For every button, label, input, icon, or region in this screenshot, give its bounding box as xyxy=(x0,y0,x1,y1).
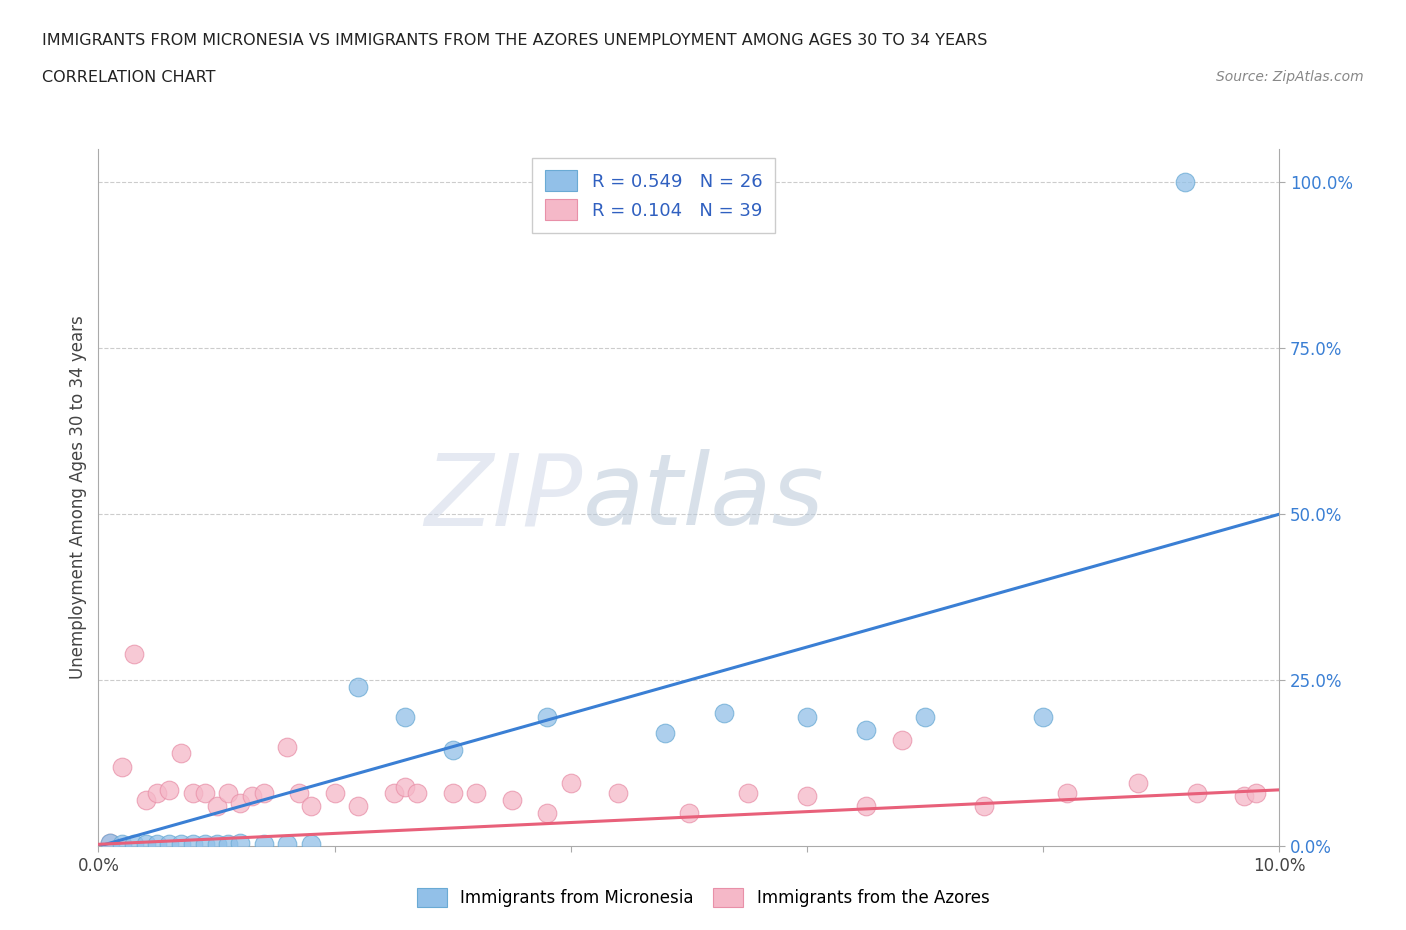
Point xyxy=(111,836,134,851)
Legend: Immigrants from Micronesia, Immigrants from the Azores: Immigrants from Micronesia, Immigrants f… xyxy=(406,878,1000,917)
Point xyxy=(914,710,936,724)
Point xyxy=(441,786,464,801)
Point xyxy=(465,786,488,801)
Point xyxy=(654,726,676,741)
Point xyxy=(1126,776,1149,790)
Point xyxy=(394,710,416,724)
Point xyxy=(229,835,252,850)
Point xyxy=(146,786,169,801)
Point xyxy=(181,786,204,801)
Point xyxy=(406,786,429,801)
Y-axis label: Unemployment Among Ages 30 to 34 years: Unemployment Among Ages 30 to 34 years xyxy=(69,315,87,680)
Point xyxy=(299,837,322,852)
Point xyxy=(288,786,311,801)
Text: atlas: atlas xyxy=(582,449,824,546)
Point xyxy=(205,799,228,814)
Point xyxy=(170,837,193,852)
Legend: R = 0.549   N = 26, R = 0.104   N = 39: R = 0.549 N = 26, R = 0.104 N = 39 xyxy=(531,158,775,232)
Point xyxy=(181,836,204,851)
Text: Source: ZipAtlas.com: Source: ZipAtlas.com xyxy=(1216,70,1364,84)
Point xyxy=(1185,786,1208,801)
Point xyxy=(1233,789,1256,804)
Point xyxy=(796,789,818,804)
Point xyxy=(122,837,145,852)
Point xyxy=(347,799,370,814)
Point xyxy=(441,742,464,757)
Point xyxy=(536,710,558,724)
Point xyxy=(170,746,193,761)
Point xyxy=(607,786,630,801)
Text: IMMIGRANTS FROM MICRONESIA VS IMMIGRANTS FROM THE AZORES UNEMPLOYMENT AMONG AGES: IMMIGRANTS FROM MICRONESIA VS IMMIGRANTS… xyxy=(42,33,987,47)
Point xyxy=(323,786,346,801)
Point xyxy=(1244,786,1267,801)
Point xyxy=(240,789,263,804)
Point xyxy=(855,723,877,737)
Point xyxy=(111,759,134,774)
Point xyxy=(157,836,180,851)
Point xyxy=(217,836,239,851)
Point xyxy=(98,835,121,850)
Point xyxy=(98,835,121,850)
Point xyxy=(382,786,405,801)
Point xyxy=(737,786,759,801)
Point xyxy=(347,680,370,695)
Point xyxy=(276,739,298,754)
Point xyxy=(536,805,558,820)
Point xyxy=(194,837,217,852)
Point xyxy=(122,646,145,661)
Point xyxy=(157,782,180,797)
Point xyxy=(205,837,228,852)
Point xyxy=(135,792,157,807)
Point xyxy=(394,779,416,794)
Point xyxy=(501,792,523,807)
Point xyxy=(276,836,298,851)
Point xyxy=(560,776,582,790)
Point xyxy=(229,796,252,811)
Point xyxy=(299,799,322,814)
Point xyxy=(713,706,735,721)
Point xyxy=(1056,786,1078,801)
Point xyxy=(1174,175,1197,190)
Point xyxy=(890,733,912,748)
Text: CORRELATION CHART: CORRELATION CHART xyxy=(42,70,215,85)
Point xyxy=(253,837,276,852)
Point xyxy=(973,799,995,814)
Point xyxy=(194,786,217,801)
Text: ZIP: ZIP xyxy=(425,449,582,546)
Point xyxy=(253,786,276,801)
Point xyxy=(855,799,877,814)
Point xyxy=(146,837,169,852)
Point xyxy=(678,805,700,820)
Point xyxy=(796,710,818,724)
Point xyxy=(135,836,157,851)
Point xyxy=(217,786,239,801)
Point xyxy=(1032,710,1054,724)
